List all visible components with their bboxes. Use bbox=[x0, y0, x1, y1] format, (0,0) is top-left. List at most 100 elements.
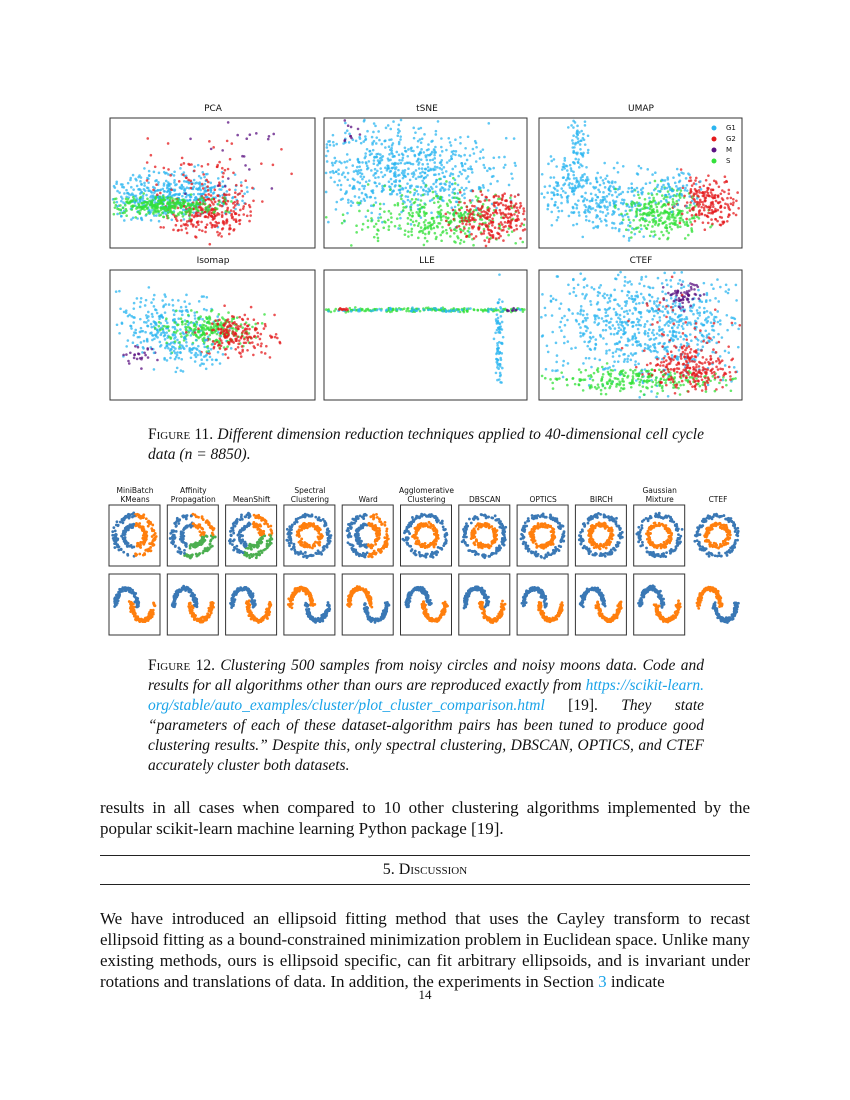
point bbox=[647, 213, 651, 217]
point bbox=[327, 140, 330, 143]
point bbox=[440, 137, 443, 140]
point bbox=[451, 208, 455, 212]
point bbox=[176, 229, 180, 232]
point bbox=[249, 214, 252, 217]
point bbox=[208, 333, 212, 337]
point bbox=[472, 152, 476, 155]
point bbox=[399, 216, 402, 220]
point bbox=[637, 331, 641, 335]
point bbox=[552, 176, 556, 179]
point bbox=[631, 300, 635, 304]
point bbox=[186, 202, 190, 205]
point bbox=[424, 218, 427, 222]
point bbox=[139, 205, 143, 209]
point bbox=[514, 241, 518, 245]
point bbox=[331, 133, 335, 137]
point bbox=[619, 336, 623, 339]
point bbox=[214, 319, 218, 322]
point bbox=[233, 195, 237, 199]
point bbox=[426, 153, 430, 157]
point bbox=[149, 210, 152, 214]
point bbox=[185, 320, 189, 323]
point bbox=[708, 340, 711, 343]
point bbox=[179, 219, 183, 222]
point bbox=[154, 333, 158, 337]
point bbox=[593, 357, 597, 360]
point bbox=[172, 313, 176, 317]
point bbox=[239, 181, 243, 184]
point bbox=[132, 188, 135, 191]
point bbox=[654, 171, 657, 174]
point bbox=[153, 326, 157, 330]
point bbox=[636, 320, 640, 324]
point bbox=[631, 343, 635, 346]
point bbox=[157, 199, 161, 202]
point bbox=[161, 187, 165, 191]
point bbox=[481, 202, 485, 206]
point bbox=[598, 286, 601, 289]
point bbox=[422, 181, 425, 185]
point bbox=[168, 196, 172, 199]
point bbox=[498, 322, 502, 325]
point bbox=[193, 331, 197, 334]
point bbox=[661, 305, 665, 308]
point bbox=[497, 202, 501, 206]
point bbox=[670, 221, 673, 225]
point bbox=[224, 199, 227, 202]
point bbox=[369, 195, 373, 199]
point bbox=[596, 294, 600, 297]
point bbox=[342, 307, 345, 311]
point bbox=[376, 228, 379, 232]
point bbox=[151, 208, 154, 212]
point bbox=[585, 181, 589, 185]
point bbox=[247, 335, 251, 339]
point bbox=[636, 190, 640, 194]
point bbox=[612, 333, 616, 336]
point bbox=[735, 199, 738, 203]
point bbox=[120, 321, 124, 325]
point bbox=[613, 288, 616, 292]
point bbox=[169, 174, 172, 177]
point bbox=[393, 163, 397, 166]
point bbox=[192, 178, 196, 182]
point bbox=[632, 202, 636, 205]
point bbox=[601, 294, 605, 298]
point bbox=[488, 233, 492, 237]
point bbox=[193, 346, 196, 350]
point bbox=[179, 305, 183, 309]
point bbox=[193, 314, 197, 317]
point bbox=[373, 172, 377, 175]
point bbox=[625, 212, 629, 216]
point bbox=[701, 345, 705, 349]
point bbox=[132, 301, 136, 305]
point bbox=[449, 219, 453, 223]
point bbox=[608, 181, 611, 184]
point bbox=[222, 192, 226, 196]
point bbox=[460, 172, 463, 176]
point bbox=[450, 155, 453, 158]
point bbox=[648, 299, 652, 303]
point bbox=[448, 309, 452, 313]
point bbox=[498, 330, 501, 334]
point bbox=[356, 170, 359, 174]
point bbox=[513, 195, 517, 198]
point bbox=[734, 213, 738, 217]
point bbox=[622, 234, 626, 238]
point bbox=[205, 295, 209, 299]
point bbox=[658, 218, 661, 221]
point bbox=[567, 126, 570, 129]
point bbox=[213, 331, 217, 334]
point bbox=[127, 193, 131, 196]
point bbox=[162, 334, 166, 338]
point bbox=[688, 333, 692, 336]
point bbox=[218, 160, 221, 164]
point bbox=[452, 231, 456, 235]
point bbox=[690, 214, 694, 217]
point bbox=[139, 180, 142, 183]
point bbox=[177, 213, 180, 217]
point bbox=[427, 230, 431, 234]
point bbox=[198, 197, 202, 201]
point bbox=[221, 316, 224, 319]
point bbox=[626, 357, 629, 361]
point bbox=[119, 195, 123, 199]
